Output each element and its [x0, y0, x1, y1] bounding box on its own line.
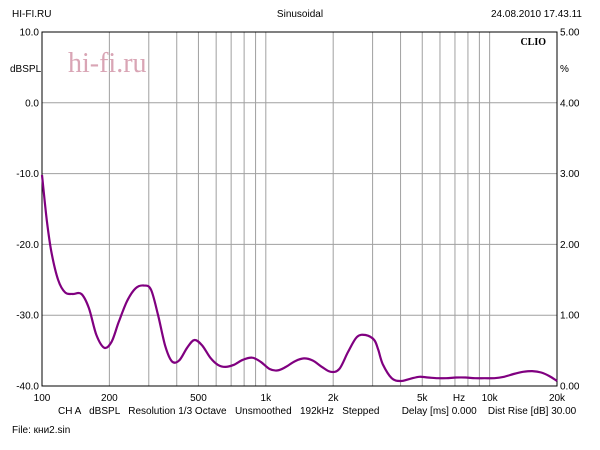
- y-tick-label: 10.0: [20, 28, 40, 39]
- x-tick-label: 500: [190, 393, 207, 404]
- y-tick-label: -30.0: [16, 311, 39, 322]
- x-ticks: 100 200 500 1k 2k 5k 10k 20k: [34, 393, 566, 404]
- y-axis-label: dBSPL: [10, 64, 42, 75]
- x-tick-label: 200: [101, 393, 118, 404]
- y2-tick-label: 2.00: [560, 240, 580, 251]
- clio-logo: CLIO: [520, 37, 546, 48]
- vertical-gridlines: [108, 32, 491, 386]
- x-tick-label: 2k: [328, 393, 340, 404]
- x-tick-label: 100: [34, 393, 51, 404]
- plot-frame: [41, 31, 558, 387]
- site-label: HI-FI.RU: [12, 9, 52, 20]
- y-tick-label: -20.0: [16, 240, 39, 251]
- y2-tick-label: 1.00: [560, 311, 580, 322]
- file-name: File: кни2.sin: [12, 425, 71, 436]
- y-ticks: 10.0 0.0 -10.0 -20.0 -30.0 -40.0: [16, 28, 39, 393]
- watermark: hi-fi.ru: [68, 48, 147, 79]
- y2-tick-label: 4.00: [560, 98, 580, 109]
- x-tick-label: 20k: [549, 393, 566, 404]
- y-tick-label: -40.0: [16, 382, 39, 393]
- series-line: [40, 174, 558, 383]
- x-tick-label: 5k: [417, 393, 429, 404]
- y2-tick-label: 0.00: [560, 382, 580, 393]
- measurement-mode: Sinusoidal: [276, 9, 324, 20]
- y2-ticks: 5.00 4.00 3.00 2.00 1.00 0.00: [560, 28, 580, 393]
- y-tick-label: -10.0: [16, 169, 39, 180]
- horizontal-gridlines: [42, 102, 557, 316]
- y2-tick-label: 3.00: [560, 169, 580, 180]
- timestamp: 24.08.2010 17.43.11: [490, 9, 582, 20]
- x-tick-label: 1k: [261, 393, 273, 404]
- measurement-settings: CH A dBSPL Resolution 1/3 Octave Unsmoot…: [58, 406, 577, 417]
- y2-tick-label: 5.00: [560, 28, 580, 39]
- y-tick-label: 0.0: [25, 98, 39, 109]
- x-unit-label: Hz: [453, 393, 465, 404]
- y2-axis-label: %: [560, 64, 569, 75]
- x-tick-label: 10k: [482, 393, 499, 404]
